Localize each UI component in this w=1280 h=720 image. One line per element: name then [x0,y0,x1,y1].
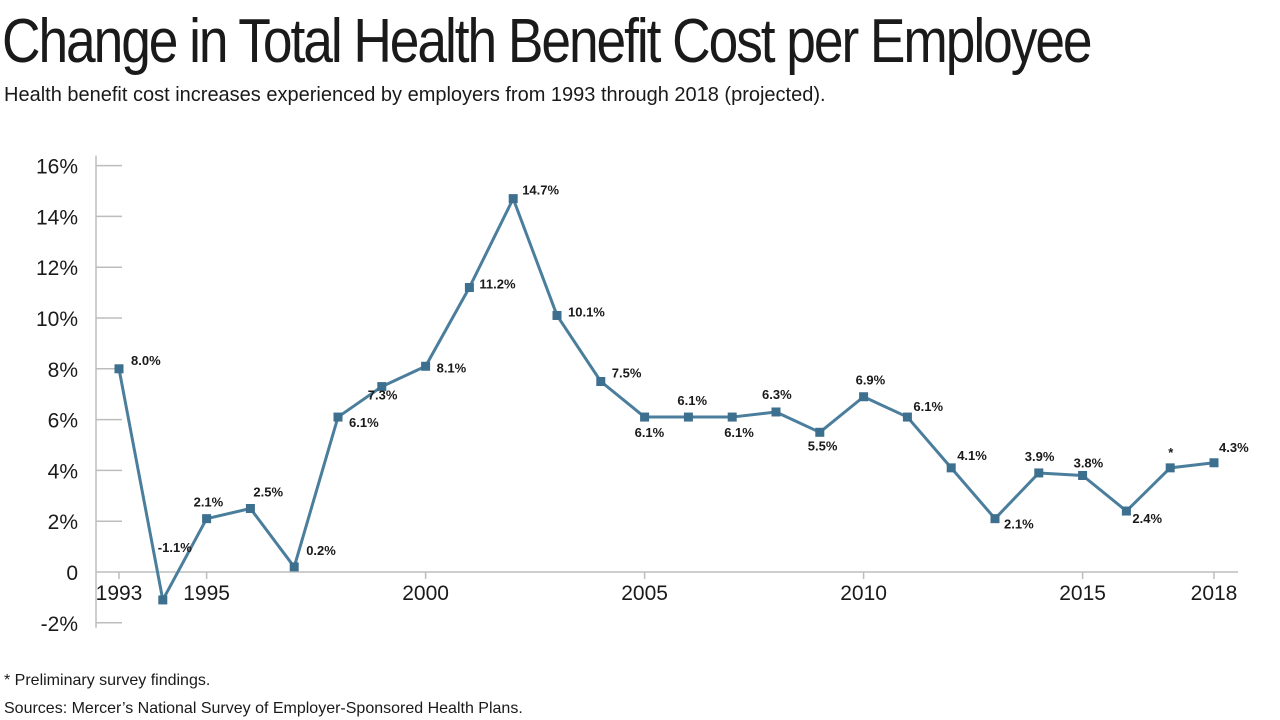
data-label: -1.1% [158,540,192,555]
data-label: 10.1% [568,304,605,319]
data-label: 2.1% [1004,517,1034,532]
x-tick-label: 1993 [96,582,143,605]
data-label: 3.8% [1074,455,1104,470]
data-point [727,412,737,422]
data-point [902,412,912,422]
data-point [990,514,1000,524]
data-label: 6.1% [635,425,665,440]
y-tick-label: 2% [48,511,78,534]
y-tick-label: 0 [66,562,78,585]
data-point [114,364,124,374]
data-label: 6.1% [677,393,707,408]
data-label: * [1168,445,1174,460]
data-label: 2.5% [253,485,283,500]
data-label: 6.3% [762,387,792,402]
y-tick-label: 6% [48,410,78,433]
data-label: 0.2% [306,543,336,558]
data-label: 6.1% [724,425,754,440]
footnote-source: Sources: Mercer’s National Survey of Emp… [4,700,523,717]
data-point [815,427,825,437]
data-label: 8.0% [131,353,161,368]
data-point [596,377,606,386]
data-label: 8.1% [437,360,467,375]
y-tick-label: 16% [36,156,78,179]
chart-subtitle: Health benefit cost increases experience… [4,84,826,106]
data-label: 6.9% [856,373,886,388]
data-point [1165,463,1175,473]
chart-axes: -2% 0 2% 4% 6% 8% 10% 12% 14% 16% 1993 1995 2000 2005… [36,155,1238,636]
data-point [771,407,781,417]
data-point [859,392,869,402]
x-tick-label: 2015 [1059,582,1106,605]
data-label: 6.1% [913,399,943,414]
y-tick-label: 14% [36,206,78,229]
series-line [117,197,1215,602]
data-point [640,412,650,422]
data-point [464,283,474,293]
data-point [1034,468,1044,478]
data-point [683,412,693,422]
x-tick-label: 2005 [621,582,668,605]
y-tick-label: 12% [36,257,78,280]
data-point [552,310,562,320]
data-label: 6.1% [349,415,379,430]
data-labels: 8.0% -1.1% 2.1% 2.5% 0.2% 6.1% 7.3% 8.1% 11.2% 14… [131,183,1249,558]
data-label: 11.2% [479,277,516,292]
y-tick-label: 4% [48,460,78,483]
data-point [1078,470,1088,480]
data-label: 5.5% [808,438,838,453]
footnote-preliminary: * Preliminary survey findings. [4,672,211,689]
y-tick-label: 10% [36,308,78,331]
data-point [508,194,518,204]
data-point [158,595,168,605]
data-point [289,562,299,572]
data-label: 4.3% [1219,440,1249,455]
data-label: 7.3% [368,388,398,403]
data-point [421,361,431,371]
x-tick-label: 2010 [840,582,887,605]
data-point [1121,506,1131,516]
x-tick-label: 2018 [1191,582,1238,605]
data-label: 14.7% [522,183,559,198]
x-tick-label: 2000 [402,582,449,605]
data-label: 3.9% [1025,449,1055,464]
y-tick-label: -2% [41,613,78,636]
data-label: 4.1% [957,448,987,463]
chart-title: Change in Total Health Benefit Cost per … [2,7,1093,76]
data-point [946,463,956,473]
data-point [202,514,212,524]
y-tick-label: 8% [48,359,78,382]
data-label: 7.5% [612,366,642,381]
data-point [333,412,343,422]
x-tick-label: 1995 [183,582,230,605]
data-point [1209,458,1219,468]
data-point [377,382,387,392]
data-point [245,504,255,513]
data-label: 2.1% [194,495,224,510]
chart-series [114,194,1219,605]
data-label: 2.4% [1132,511,1162,526]
